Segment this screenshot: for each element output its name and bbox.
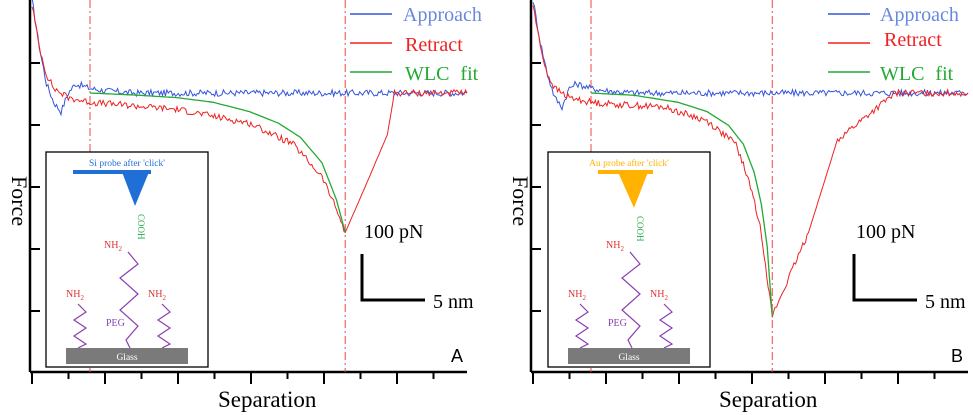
left-peg-a <box>72 303 88 349</box>
scale-bar-force-a: 100 pN <box>364 221 423 243</box>
linker-nh2-b: NH2 <box>606 240 624 253</box>
y-ticks-a <box>30 62 40 312</box>
cooh-label-a: COOH <box>136 214 146 240</box>
probe-label-a: Si probe after 'click' <box>89 158 165 169</box>
scale-bar-force-b: 100 pN <box>856 221 915 243</box>
peg-linker-b <box>621 251 641 349</box>
probe-label-b: Au probe after 'click' <box>589 158 669 169</box>
legend-retract-label: Retract <box>405 34 463 56</box>
peg-label-a: PEG <box>106 318 125 329</box>
scale-bar-distance-b: 5 nm <box>925 291 966 313</box>
peg-label-b: PEG <box>608 318 627 329</box>
right-peg-a <box>156 303 172 349</box>
left-nh2-a: NH2 <box>66 289 84 302</box>
inset-frame-a <box>45 151 209 368</box>
glass-label-b: Glass <box>618 353 639 363</box>
legend-retract-label-b: Retract <box>884 29 942 51</box>
legend-wlc-label-b: WLC fit <box>880 63 954 85</box>
scale-bar-a: 100 pN 5 nm <box>360 221 474 313</box>
cooh-label-b: COOH <box>635 216 645 242</box>
legend-approach-label: Approach <box>403 4 482 26</box>
inset-si-probe: Si probe after 'click' COOH NH2 NH2 NH2 … <box>45 151 209 368</box>
right-peg-b <box>658 303 674 349</box>
x-axis-label-b: Separation <box>719 387 818 412</box>
si-probe-tip-icon <box>122 172 149 206</box>
series-approach-a <box>31 0 468 117</box>
linker-nh2-a: NH2 <box>104 240 122 253</box>
scale-bar-lines-b <box>852 254 917 302</box>
right-nh2-a: NH2 <box>148 289 166 302</box>
scale-bar-distance-a: 5 nm <box>433 291 474 313</box>
legend-wlc-label: WLC fit <box>405 63 479 85</box>
y-ticks-b <box>531 62 541 312</box>
y-axis-label-b: Force <box>508 176 533 226</box>
scale-bar-b: 100 pN 5 nm <box>852 221 966 313</box>
x-axis-label-a: Separation <box>218 387 317 412</box>
panel-label-a: A <box>451 346 463 366</box>
panel-b: Approach Retract WLC fit Force Separatio… <box>508 0 969 412</box>
x-ticks-a <box>31 372 435 384</box>
scale-bar-lines-a <box>360 254 425 302</box>
legend-a: Approach Retract WLC fit <box>350 4 482 85</box>
left-nh2-b: NH2 <box>568 289 586 302</box>
left-peg-b <box>574 303 590 349</box>
panel-a: Approach Retract WLC fit Force Separatio… <box>7 0 482 412</box>
peg-linker-a <box>119 251 139 349</box>
series-wlc-fit-b <box>590 92 773 317</box>
inset-au-probe: Au probe after 'click' COOH NH2 NH2 NH2 … <box>547 151 711 368</box>
glass-substrate-b <box>568 348 690 364</box>
series-wlc-fit-a <box>89 92 346 233</box>
panel-label-b: B <box>951 346 963 366</box>
x-ticks-b <box>532 372 936 384</box>
legend-approach-label-b: Approach <box>880 4 959 26</box>
y-axis-label-a: Force <box>7 176 32 226</box>
legend-b: Approach Retract WLC fit <box>828 4 959 85</box>
glass-substrate-a <box>66 348 188 364</box>
right-nh2-b: NH2 <box>650 289 668 302</box>
series-retract-a <box>31 6 468 234</box>
au-probe-tip-icon <box>618 172 648 208</box>
glass-label-a: Glass <box>116 353 137 363</box>
series-retract-b <box>532 5 969 318</box>
